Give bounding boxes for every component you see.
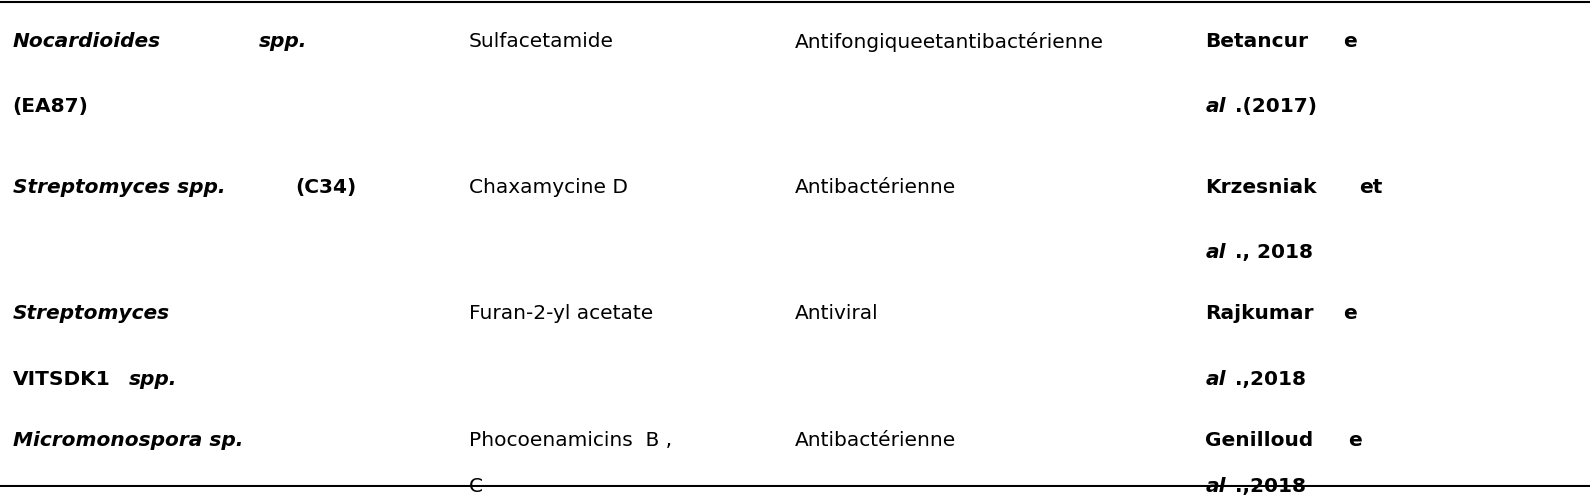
Text: Antifongiqueetantibactérienne: Antifongiqueetantibactérienne: [795, 32, 1103, 52]
Text: Rajkumar: Rajkumar: [1205, 304, 1313, 323]
Text: Chaxamycine D: Chaxamycine D: [469, 178, 628, 197]
Text: Nocardioides: Nocardioides: [13, 32, 161, 51]
Text: ., 2018: ., 2018: [1235, 244, 1313, 262]
Text: .,2018: .,2018: [1235, 370, 1307, 389]
Text: Genilloud: Genilloud: [1205, 431, 1313, 450]
Text: al: al: [1205, 97, 1226, 117]
Text: .,2018: .,2018: [1235, 477, 1307, 496]
Text: C: C: [469, 477, 483, 496]
Text: Micromonospora sp.: Micromonospora sp.: [13, 431, 243, 450]
Text: VITSDK1: VITSDK1: [13, 370, 110, 389]
Text: (EA87): (EA87): [13, 97, 89, 117]
Text: e: e: [1348, 431, 1363, 450]
Text: Streptomyces: Streptomyces: [13, 304, 170, 323]
Text: Antibactérienne: Antibactérienne: [795, 178, 956, 197]
Text: Krzesniak: Krzesniak: [1205, 178, 1317, 197]
Text: Phocoenamicins  B ,: Phocoenamicins B ,: [469, 431, 673, 450]
Text: Betancur: Betancur: [1205, 32, 1309, 51]
Text: al: al: [1205, 244, 1226, 262]
Text: al: al: [1205, 477, 1226, 496]
Text: Streptomyces spp.: Streptomyces spp.: [13, 178, 226, 197]
Text: .(2017): .(2017): [1235, 97, 1318, 117]
Text: e: e: [1344, 304, 1358, 323]
Text: spp.: spp.: [129, 370, 176, 389]
Text: al: al: [1205, 370, 1226, 389]
Text: Antiviral: Antiviral: [795, 304, 879, 323]
Text: (C34): (C34): [296, 178, 358, 197]
Text: Antibactérienne: Antibactérienne: [795, 431, 956, 450]
Text: Furan-2-yl acetate: Furan-2-yl acetate: [469, 304, 653, 323]
Text: Sulfacetamide: Sulfacetamide: [469, 32, 614, 51]
Text: e: e: [1344, 32, 1358, 51]
Text: spp.: spp.: [259, 32, 307, 51]
Text: et: et: [1359, 178, 1383, 197]
